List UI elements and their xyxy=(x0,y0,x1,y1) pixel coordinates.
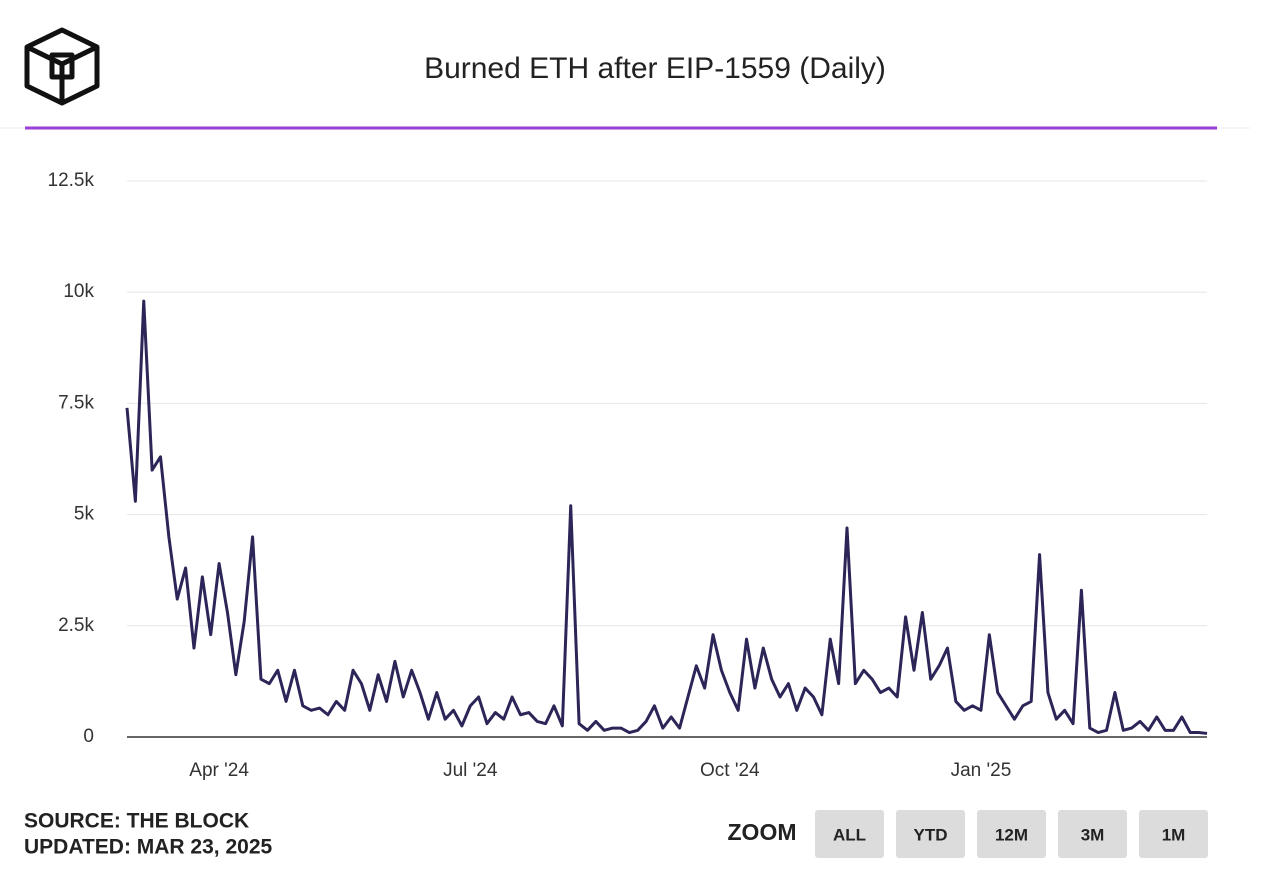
y-tick-label: 7.5k xyxy=(58,392,94,413)
zoom-button-label[interactable]: 3M xyxy=(1081,825,1105,844)
zoom-button[interactable] xyxy=(896,810,965,858)
zoom-label: ZOOM xyxy=(728,819,797,845)
x-tick-label: Apr '24 xyxy=(189,760,249,781)
x-tick-label: Jan '25 xyxy=(951,760,1012,781)
zoom-button-label[interactable]: ALL xyxy=(833,825,866,844)
y-tick-label: 5k xyxy=(74,504,95,525)
source: SOURCE: THE BLOCK xyxy=(24,810,249,833)
zoom-button-label[interactable]: 12M xyxy=(995,825,1028,844)
updated: UPDATED: MAR 23, 2025 xyxy=(24,836,272,859)
zoom-button[interactable] xyxy=(977,810,1046,858)
chart-title: Burned ETH after EIP-1559 (Daily) xyxy=(424,52,886,85)
zoom-button-label[interactable]: YTD xyxy=(914,825,948,844)
line-series xyxy=(125,299,1208,735)
x-tick-label: Jul '24 xyxy=(443,760,498,781)
zoom-button[interactable] xyxy=(815,810,884,858)
zoom-button[interactable] xyxy=(1139,810,1208,858)
logo xyxy=(24,27,100,106)
y-tick-label: 2.5k xyxy=(58,615,94,636)
y-tick-label: 12.5k xyxy=(48,170,95,191)
y-tick-label: 10k xyxy=(63,281,94,302)
zoom-button[interactable] xyxy=(1058,810,1127,858)
y-tick-label: 0 xyxy=(83,726,94,747)
x-tick-label: Oct '24 xyxy=(700,760,760,781)
zoom-button-label[interactable]: 1M xyxy=(1162,825,1186,844)
